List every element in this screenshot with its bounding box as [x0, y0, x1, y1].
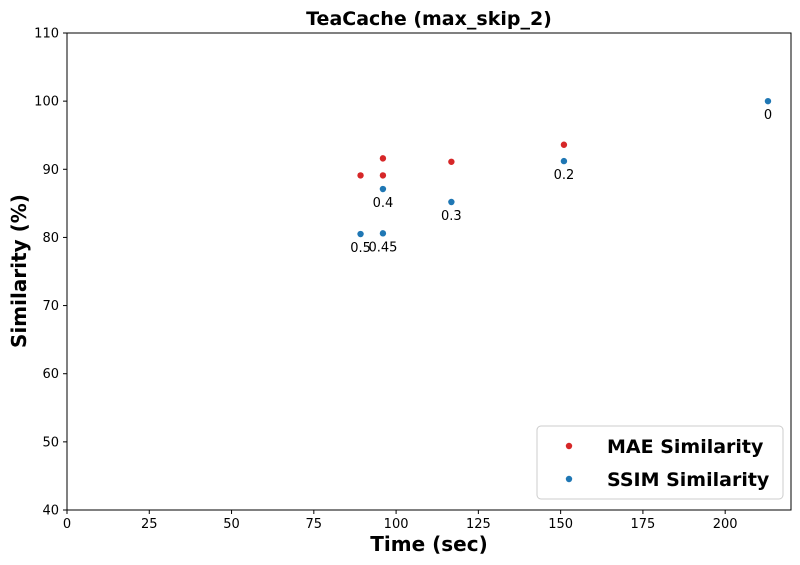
y-tick-label: 90 [42, 163, 59, 178]
y-axis: 40 50 60 70 80 90 100 110 [34, 27, 67, 519]
ssim-point [560, 157, 568, 165]
legend-box [536, 425, 784, 500]
x-tick-label: 50 [223, 517, 240, 532]
legend-marker-mae [565, 442, 573, 450]
y-tick-label: 100 [34, 95, 59, 110]
y-axis-label: Similarity (%) [7, 194, 31, 348]
ssim-point [448, 198, 455, 206]
y-tick-label: 50 [42, 435, 59, 450]
chart-title: TeaCache (max_skip_2) [306, 8, 552, 30]
x-tick-label: 0 [63, 517, 71, 532]
x-tick-label: 25 [141, 517, 158, 532]
legend: MAE Similarity SSIM Similarity [536, 425, 784, 500]
x-tick-label: 75 [306, 517, 323, 532]
mae-point [357, 172, 364, 179]
ssim-point [379, 185, 387, 193]
x-tick-label: 175 [630, 517, 655, 532]
y-tick-label: 70 [42, 299, 59, 314]
mae-point [560, 141, 568, 148]
point-label: 0 [764, 108, 772, 123]
y-tick-label: 80 [42, 231, 59, 246]
ssim-point [379, 230, 387, 237]
y-tick-label: 60 [42, 367, 59, 382]
legend-label-mae: MAE Similarity [607, 436, 764, 458]
x-tick-label: 150 [548, 517, 573, 532]
ssim-point [764, 97, 772, 105]
y-tick-label: 40 [42, 504, 59, 519]
x-axis-label: Time (sec) [370, 532, 487, 556]
mae-point [379, 172, 387, 179]
x-axis: 0 25 50 75 100 125 150 175 200 [63, 510, 738, 532]
mae-point [379, 155, 387, 162]
ssim-point [357, 230, 364, 238]
point-label: 0.2 [554, 168, 575, 183]
legend-marker-ssim [565, 475, 573, 483]
point-label: 0.3 [441, 209, 462, 224]
x-tick-label: 100 [384, 517, 409, 532]
plot-frame [66, 32, 792, 511]
point-label: 0.5 [350, 241, 371, 256]
point-label: 0.45 [368, 240, 397, 255]
point-label: 0.4 [373, 196, 394, 211]
y-tick-label: 110 [34, 27, 59, 42]
x-tick-label: 125 [466, 517, 491, 532]
x-tick-label: 200 [713, 517, 738, 532]
legend-label-ssim: SSIM Similarity [607, 469, 770, 491]
mae-point [448, 158, 455, 165]
data-points: 0.50.45 0.4 0.3 0.2 0 [350, 97, 772, 256]
